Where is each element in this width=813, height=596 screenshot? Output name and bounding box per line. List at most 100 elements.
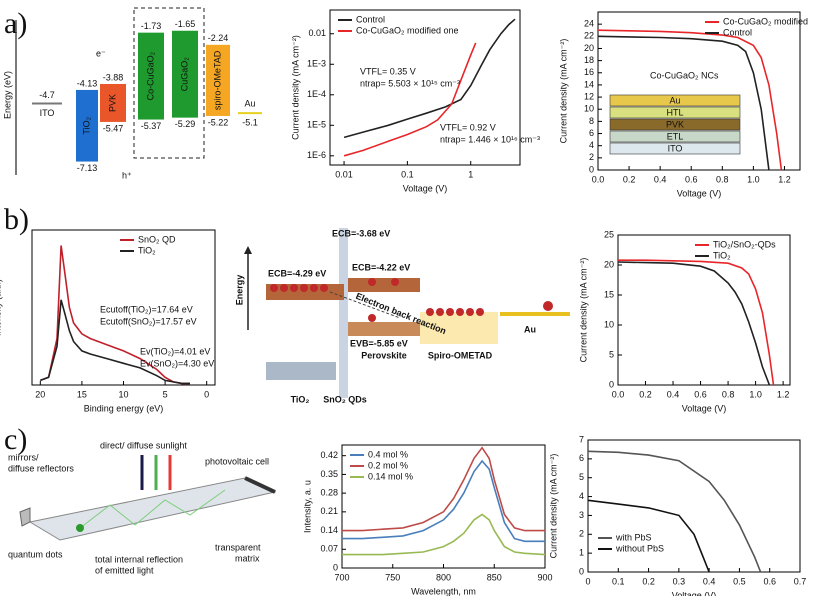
y-tick-label: 10 [584,104,594,114]
x-tick-label: 5 [163,389,168,399]
box-bottom: -5.29 [175,119,196,129]
x-tick-label: 1.2 [777,389,790,399]
diagram-label: ECB=-3.68 eV [332,228,390,238]
legend-label: TiO₂/SnO₂-QDs [713,239,776,249]
quantum-dot [76,524,84,532]
y-tick-label: 0.01 [308,28,326,38]
y-tick-label: 20 [584,43,594,53]
diagram-label: Perovskite [361,350,407,360]
band-diagram-b [244,228,570,398]
annotation: Ev(SnO₂)=4.30 eV [140,358,214,368]
x-tick-label: 700 [334,572,349,582]
y-tick-label: 4 [579,491,584,501]
panel-label: c) [4,423,27,456]
light-path [79,489,226,529]
pv-cell [244,476,276,494]
x-tick-label: 0.0 [592,174,605,184]
plot-frame [617,234,791,386]
box-top: -3.88 [103,72,124,82]
plot-frame [597,11,801,171]
y-tick-label: 0 [589,164,594,174]
inset-layer [609,130,741,143]
y-tick-label: 3 [579,510,584,520]
x-axis-label: Voltage (V) [403,183,448,193]
y-tick-label: 22 [584,31,594,41]
x-tick-label: 0.8 [722,389,735,399]
y-axis-label: Intensity (a.u.) [0,279,2,336]
inset-layer [609,118,741,131]
x-tick-label: 20 [35,389,45,399]
plot-frame [587,439,801,573]
x-tick-label: 0.5 [733,576,746,586]
y-tick-label: 2 [579,529,584,539]
x-tick-label: 0.7 [794,576,807,586]
energy-box [172,30,198,118]
y-tick-label: 0.21 [320,506,338,516]
annotation: Ev(TiO₂)=4.01 eV [140,346,210,356]
diagram-label: direct/ diffuse sunlight [100,440,187,450]
legend-label: 0.2 mol % [368,460,408,470]
level-value: -4.7 [39,90,55,100]
carrier: h⁺ [122,170,132,180]
x-tick-label: 0.4 [654,174,667,184]
series-line [587,450,762,573]
diagram-label: Energy [234,275,244,306]
x-tick-label: 800 [436,572,451,582]
x-tick-label: 0.4 [667,389,680,399]
y-tick-label: 0.14 [320,525,338,535]
level-label: Au [244,98,255,108]
y-tick-label: 1E-5 [307,120,326,130]
pvk-cb [348,278,420,292]
legend-label: TiO₂ [138,245,156,255]
tio2-band [266,362,336,380]
x-tick-label: 0.6 [685,174,698,184]
series-line [342,513,546,556]
x-tick-label: 0.2 [639,389,652,399]
x-tick-label: 0.6 [694,389,707,399]
x-tick-label: 1.0 [747,174,760,184]
y-tick-label: 0.35 [320,469,338,479]
inset-label: Au [669,95,680,105]
y-tick-label: 20 [604,259,614,269]
legend-label: with PbS [615,532,652,542]
series-line [40,245,190,385]
energy-box [100,83,126,122]
y-tick-label: 6 [589,128,594,138]
y-tick-label: 0 [609,379,614,389]
legend-label: 0.4 mol % [368,449,408,459]
y-tick-label: 5 [579,472,584,482]
x-tick-label: 0.3 [673,576,686,586]
energy-box [138,32,164,120]
axis-label: Energy (eV) [2,71,12,119]
pvk-vb [348,322,420,336]
y-tick-label: 15 [604,289,614,299]
x-tick-label: 0.0 [612,389,625,399]
x-axis-label: Binding energy (eV) [84,403,164,413]
y-tick-label: 1E-4 [307,89,326,99]
x-tick-label: 0.2 [623,174,636,184]
energy-box [76,89,98,162]
y-tick-label: 0.42 [320,450,338,460]
diagram-label: ECB=-4.22 eV [352,262,410,272]
annotation: Ecutoff(TiO₂)=17.64 eV [100,304,193,314]
diagram-label: matrix [235,553,260,563]
series-line [343,18,516,139]
y-axis-label: Current density (mA cm⁻²) [558,39,568,144]
y-tick-label: 0 [333,562,338,572]
y-axis-label: Intensity, a. u [302,480,312,533]
series-line [618,259,775,386]
y-tick-label: 7 [579,434,584,444]
legend-label: Control [723,27,752,37]
x-tick-label: 0 [204,389,209,399]
y-axis-label: Current density (mA cm⁻²) [290,35,300,140]
x-tick-label: 0.2 [642,576,655,586]
level-value: -5.1 [242,117,258,127]
annotation: ntrap= 5.503 × 10¹⁵ cm⁻³ [360,78,460,88]
level-label: ITO [40,108,55,118]
y-axis-label: Current density (mA cm⁻²) [578,258,588,363]
legend-label: Co-CuGaO₂ modified [723,16,808,26]
sno2-band [339,228,348,398]
x-tick-label: 1.2 [778,174,791,184]
y-tick-label: 6 [579,453,584,463]
